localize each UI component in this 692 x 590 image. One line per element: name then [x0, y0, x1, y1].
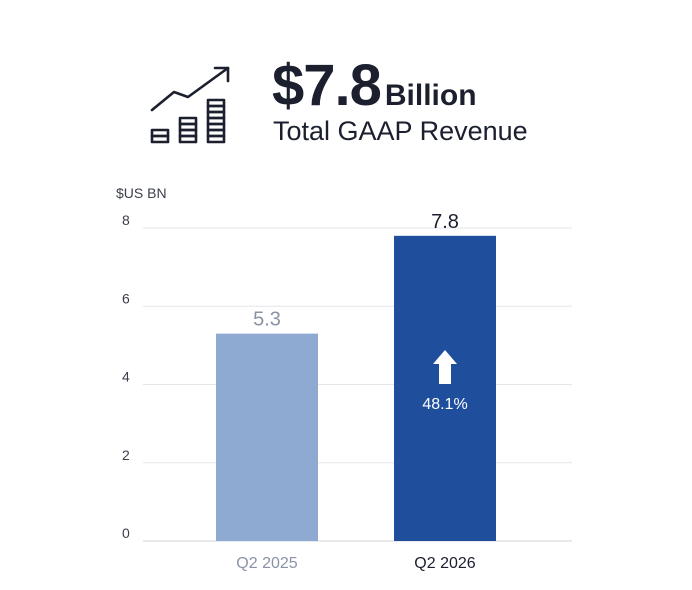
headline: $7.8 Billion	[272, 52, 477, 119]
headline-subtitle: Total GAAP Revenue	[273, 116, 528, 146]
bar-value-label: 7.8	[431, 211, 459, 233]
y-tick-label-0: 0	[122, 525, 130, 541]
growth-percent-label: 48.1%	[422, 396, 467, 413]
y-tick-label-4: 4	[122, 369, 130, 385]
headline-unit: Billion	[384, 79, 477, 112]
growth-bars-icon	[150, 66, 230, 144]
y-tick-label-6: 6	[122, 290, 130, 306]
bar-q2-2025	[216, 333, 318, 541]
category-label: Q2 2026	[414, 555, 475, 572]
bar-q2-2026	[394, 235, 496, 541]
category-label: Q2 2025	[236, 555, 297, 572]
y-tick-label-8: 8	[122, 212, 130, 228]
up-arrow-icon	[433, 350, 457, 384]
y-axis-label: $US BN	[116, 185, 167, 201]
headline-value: $7.8	[272, 53, 382, 118]
bar-value-label: 5.3	[253, 309, 281, 331]
y-tick-label-2: 2	[122, 447, 130, 463]
